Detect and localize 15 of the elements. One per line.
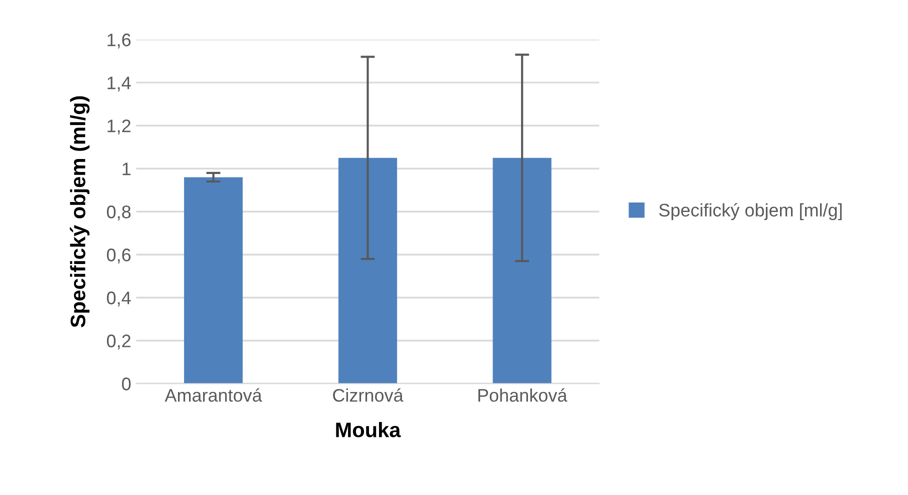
legend-label: Specifický objem [ml/g] (659, 203, 842, 220)
y-tick-label: 0 (122, 378, 131, 390)
x-tick-label: Cizrnová (333, 388, 404, 402)
y-axis-title: Specifický objem (ml/g) (70, 96, 90, 328)
y-tick-label: 1,4 (108, 76, 131, 92)
x-axis-title: Mouka (336, 422, 401, 438)
y-tick-label: 1 (122, 162, 130, 176)
y-tick-label: 0,4 (106, 292, 131, 306)
x-tick-label: Pohanková (478, 388, 568, 402)
y-tick-label: 1,2 (108, 120, 130, 134)
y-tick-label: 0,8 (106, 206, 131, 220)
y-tick-label: 0,6 (106, 248, 131, 264)
y-tick-label: 1,6 (108, 34, 131, 48)
x-tick-label: Amarantová (164, 388, 262, 402)
y-tick-label: 0,2 (106, 334, 130, 350)
